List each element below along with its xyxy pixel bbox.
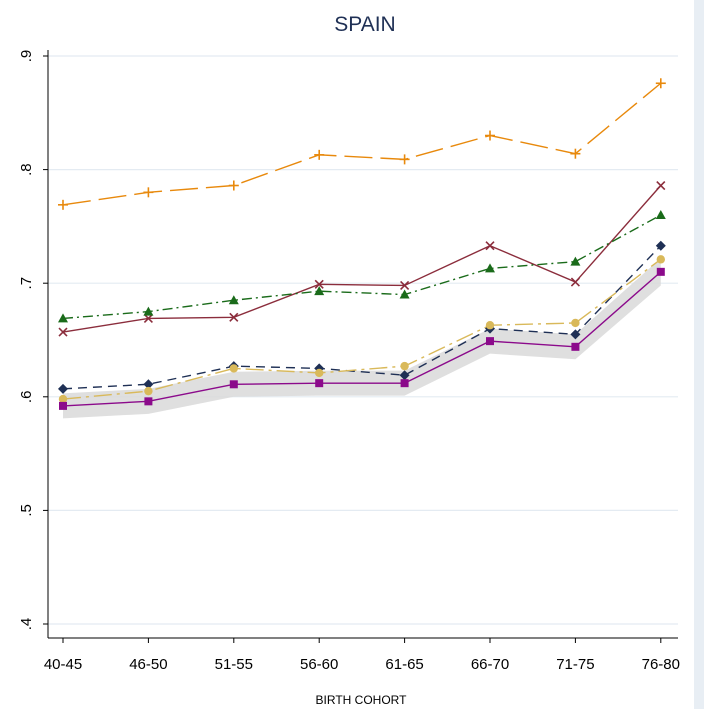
data-point-4-0 <box>58 394 68 404</box>
data-point-3-4 <box>399 370 410 381</box>
data-point-4-7 <box>656 255 665 264</box>
x-tick-label: 66-70 <box>471 656 509 673</box>
y-tick-label: .5 <box>18 504 35 517</box>
x-mark-b <box>485 241 495 251</box>
x-mark-b <box>656 180 666 191</box>
tick-labels: .4 .5 .6 .7 .8 .9 40-45 46-50 51-55 56-60 61-65 66-… <box>18 50 680 673</box>
data-point-1-5 <box>485 241 495 251</box>
data-point-0-2 <box>228 180 239 191</box>
data-point-3-6 <box>570 329 581 340</box>
data-point-5-2 <box>229 380 238 389</box>
data-point-1-0 <box>58 327 68 337</box>
data-point-2-5 <box>485 263 495 273</box>
data-point-5-0 <box>59 401 67 410</box>
x-mark-b <box>58 327 68 337</box>
confidence-bands <box>63 258 661 419</box>
data-point-5-6 <box>571 342 580 351</box>
data-point-5-1 <box>144 397 153 406</box>
data-point-5-7 <box>656 267 665 276</box>
x-tick-label: 40-45 <box>44 656 82 673</box>
data-point-4-6 <box>571 318 580 328</box>
data-point-2-0 <box>58 313 68 323</box>
data-point-4-1 <box>144 386 153 396</box>
data-point-4-3 <box>315 368 324 378</box>
y-tick-label: .9 <box>18 50 35 63</box>
data-point-0-7 <box>655 78 666 89</box>
series-line-0 <box>62 82 662 206</box>
x-tick-label: 61-65 <box>385 656 423 673</box>
data-point-3-0 <box>58 383 68 394</box>
data-point-2-7 <box>655 210 666 220</box>
confidence-band-5 <box>63 258 661 419</box>
series-line-3 <box>62 245 662 390</box>
x-axis-title: BIRTH COHORT <box>316 693 408 707</box>
data-point-1-7 <box>656 180 666 191</box>
data-point-5-4 <box>400 379 409 388</box>
x-tick-label: 71-75 <box>556 656 594 673</box>
data-point-0-6 <box>570 148 581 159</box>
series-line-4 <box>62 258 662 400</box>
x-tick-label: 46-50 <box>129 656 167 673</box>
data-point-1-3 <box>314 279 324 289</box>
x-tick-label: 56-60 <box>300 656 338 673</box>
data-point-2-4 <box>399 289 410 299</box>
axes <box>43 50 678 643</box>
x-mark-b <box>570 277 580 287</box>
x-mark-b <box>314 279 324 289</box>
data-point-2-1 <box>143 306 154 316</box>
data-point-0-0 <box>58 199 68 210</box>
data-point-1-2 <box>229 312 239 322</box>
data-point-2-3 <box>314 286 325 296</box>
y-tick-label: .8 <box>18 163 35 176</box>
series-lines <box>62 82 662 407</box>
data-point-2-2 <box>228 295 239 305</box>
data-point-4-4 <box>400 361 409 371</box>
series-markers <box>58 78 666 410</box>
x-mark-b <box>229 312 239 322</box>
data-point-0-4 <box>399 154 410 165</box>
right-edge-band <box>694 0 704 709</box>
series-line-2 <box>62 214 662 320</box>
data-point-0-3 <box>314 149 325 160</box>
data-point-4-5 <box>485 321 495 330</box>
chart-title: SPAIN <box>334 13 395 36</box>
data-point-3-7 <box>655 240 666 251</box>
x-mark-b <box>400 280 410 291</box>
data-point-5-3 <box>315 379 324 388</box>
data-point-1-1 <box>143 313 153 323</box>
series-line-5 <box>62 271 662 407</box>
data-point-0-1 <box>143 187 154 198</box>
data-point-0-5 <box>485 130 495 141</box>
y-tick-label: .6 <box>18 391 35 404</box>
data-point-5-5 <box>486 337 494 346</box>
y-tick-label: .7 <box>18 277 35 290</box>
y-tick-label: .4 <box>18 618 35 631</box>
data-point-4-2 <box>229 364 238 373</box>
x-tick-label: 76-80 <box>642 656 680 673</box>
x-mark-b <box>143 313 153 323</box>
data-point-1-4 <box>400 280 410 291</box>
x-tick-label: 51-55 <box>215 656 253 673</box>
series-line-1 <box>62 185 662 333</box>
data-point-1-6 <box>570 277 580 287</box>
data-point-2-6 <box>570 256 581 266</box>
data-point-3-1 <box>143 379 154 390</box>
